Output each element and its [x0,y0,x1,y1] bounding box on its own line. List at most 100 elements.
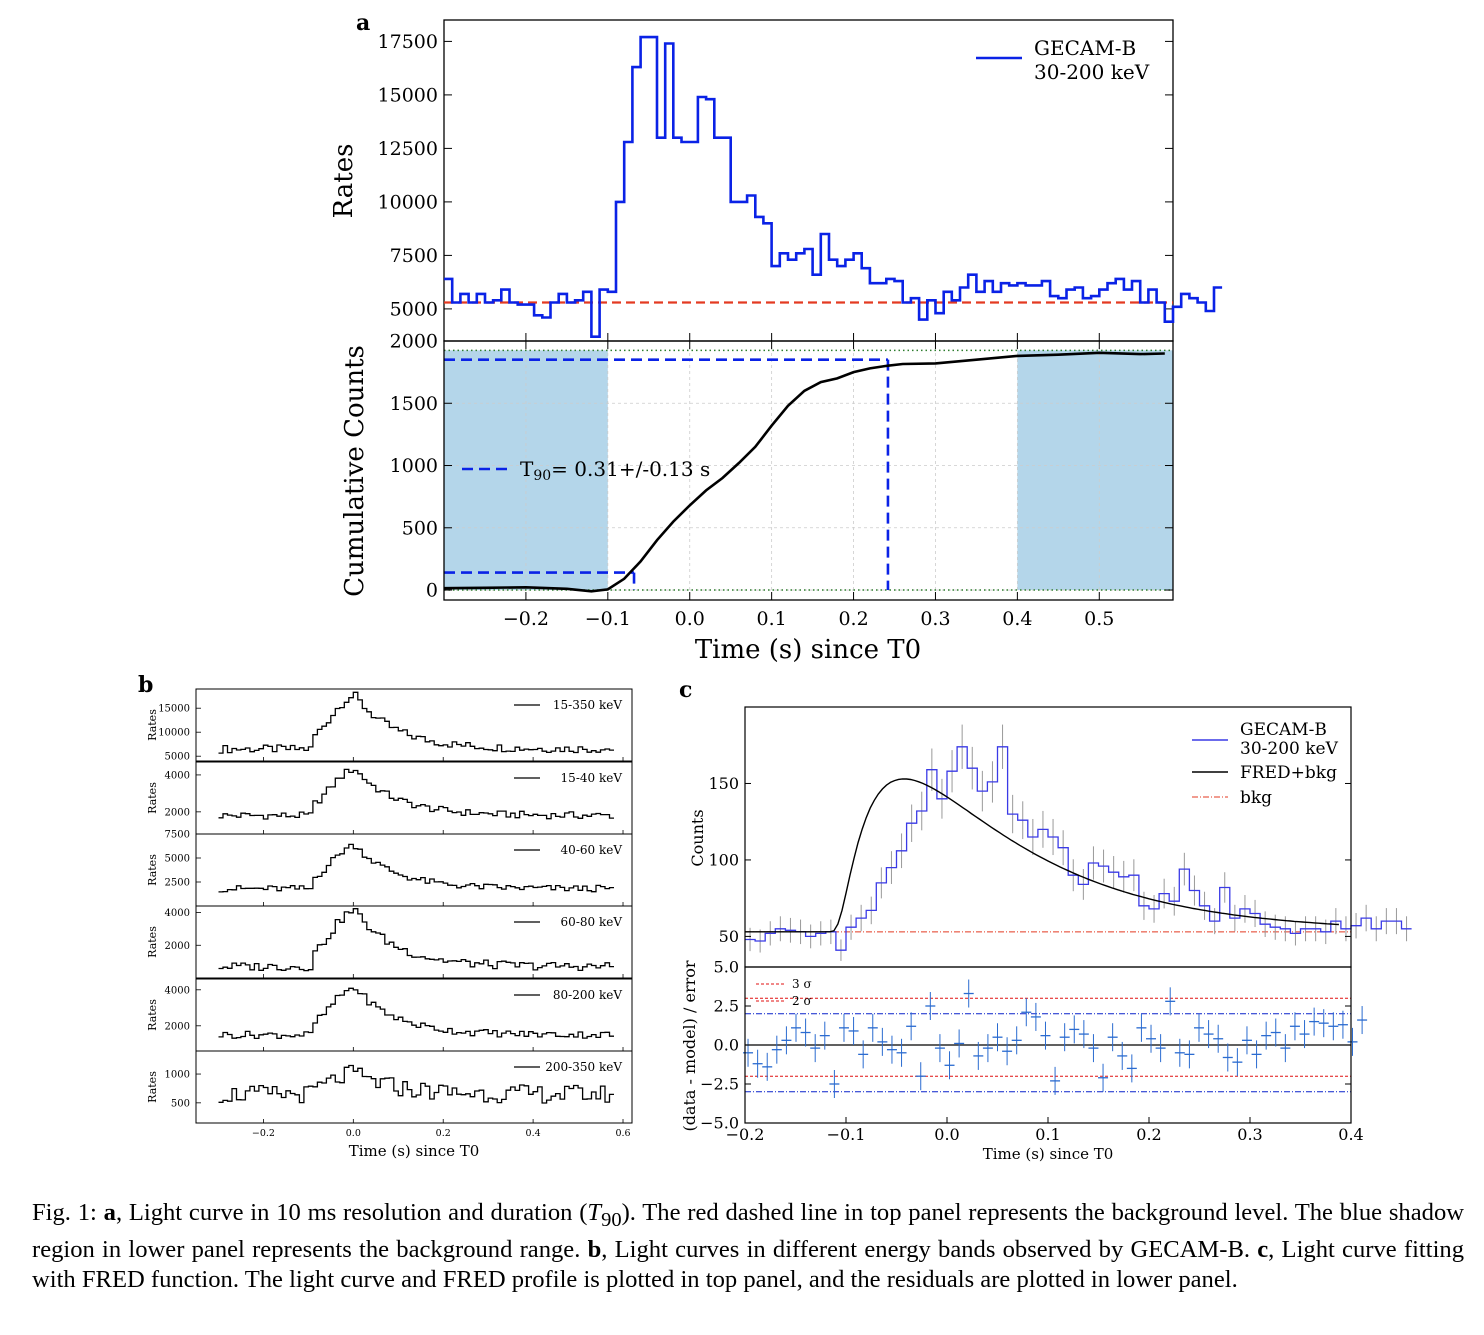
gecam-b-series-step [444,35,1223,338]
a-top-ytick-label: 15000 [378,85,438,107]
sigma-lines [745,997,1351,1093]
band-ytick-label: 2500 [165,878,190,889]
panel-a-xlabel: Time (s) since T0 [695,635,921,665]
panel-label-a: a [356,10,370,36]
band-ytick-label: 4000 [165,985,190,996]
panel-a-bottom-frame [443,340,1174,601]
c-top-ytick-label: 150 [708,774,739,793]
c-bot-ytick-label: −5.0 [700,1114,739,1133]
band-ylabel: Rates [146,999,159,1031]
band-ylabel: Rates [146,926,159,958]
cumulative-counts-curve [443,351,1165,593]
c-top-ytick-label: 100 [708,851,739,870]
panel-c-top-chart: 50 100 150 GECAM-B 30-200 keV FRED+bkg bkg… [688,706,1412,968]
band-ylabel: Rates [146,1071,159,1103]
panel-a-bottom-yticks: 0 500 1000 1500 2000 [390,331,1173,602]
caption-b-label: b [587,1235,602,1263]
caption-c-text: , Light curve fitting with FRED function… [32,1235,1464,1293]
panel-c-bottom-ylabel: (data - model) / error [680,960,699,1131]
figure-caption: Fig. 1: a, Light curve in 10 ms resoluti… [32,1198,1464,1295]
band-ytick-label: 2000 [165,1021,190,1032]
c-bot-xtick-label: 0.2 [1136,1125,1161,1144]
band-ytick-label: 500 [171,1098,190,1109]
band-ytick-label: 2000 [165,807,190,818]
band-frame [195,1050,633,1124]
a-bot-xtick-label: −0.2 [503,608,549,630]
sigma-legend-label-3: 3 σ [792,977,812,991]
a-bot-xtick-label: −0.1 [585,608,631,630]
band-legend-label: 40-60 keV [561,843,623,857]
panel-c-xlabel: Time (s) since T0 [983,1145,1114,1163]
legend-label-gecam-line1: GECAM-B [1034,36,1136,60]
caption-b-text: , Light curves in different energy bands… [601,1235,1258,1263]
a-bot-ytick-label: 1000 [390,455,438,477]
panel-c-bottom-chart: −5.0 −2.5 0.0 2.5 5.0 −0.2 −0.1 0.0 0.1 0.2 0.3 0.… [680,958,1368,1163]
t90-marker-lines [444,358,890,591]
fred-model-curve [745,778,1339,933]
panel-b-chart: 5000 10000 15000 15-350 keV Rates 2000 4000 15-… [146,688,633,1124]
c-bot-xtick-label: 0.4 [1338,1125,1363,1144]
a-bot-ytick-label: 0 [426,580,438,602]
band-step-line [218,768,614,820]
panel-b-xticks: −0.2 0.0 0.2 0.4 0.6 [252,1128,631,1139]
c-bot-xtick-label: 0.3 [1237,1125,1262,1144]
band-step-line [218,691,614,754]
legend-label-bkg: bkg [1240,788,1272,808]
b-xtick-label: 0.6 [615,1128,630,1139]
b-xtick-label: −0.2 [252,1128,275,1139]
background-range-shading [444,350,1173,591]
band-ytick-label: 7500 [165,830,190,841]
a-top-ytick-label: 10000 [378,192,438,214]
a-top-ytick-label: 17500 [378,31,438,53]
panel-c-legend: GECAM-B 30-200 keV FRED+bkg bkg [1192,720,1339,808]
c-bot-xtick-label: −0.2 [726,1125,765,1144]
a-top-ytick-label: 7500 [390,245,438,267]
b-xtick-label: 0.0 [346,1128,361,1139]
band-ytick-label: 5000 [165,854,190,865]
b-xtick-label: 0.2 [436,1128,451,1139]
c-bot-ytick-label: 5.0 [714,958,739,977]
sigma-legend-label-2: 2 σ [792,994,812,1008]
panel-a-bottom-ylabel: Cumulative Counts [340,345,370,597]
band-ytick-label: 10000 [158,728,190,739]
caption-prefix: Fig. 1: [32,1199,104,1226]
legend-label-fred: FRED+bkg [1240,763,1337,783]
legend-label-gecam-line2: 30-200 keV [1034,60,1150,84]
band-legend-label: 80-200 keV [553,988,622,1002]
c-bot-xtick-label: 0.1 [1035,1125,1060,1144]
band-legend-label: 60-80 keV [561,915,623,929]
panel-c-error-bars [749,724,1408,961]
panel-label-c: c [679,677,692,703]
t90-legend-label: T90= 0.31+/-0.13 s [520,457,710,484]
panel-a-top-yticks: 5000 7500 10000 12500 15000 17500 [378,31,1173,341]
band-ylabel: Rates [146,854,159,886]
band-ytick-label: 4000 [165,908,190,919]
c-bot-xtick-label: −0.1 [827,1125,866,1144]
a-bot-ytick-label: 2000 [390,331,438,353]
residual-points [743,979,1368,1098]
band-ylabel: Rates [146,782,159,814]
c-bot-ytick-label: 2.5 [714,997,739,1016]
panel-a-top-legend: GECAM-B 30-200 keV [976,36,1150,84]
caption-a-text: , Light curve in 10 ms resolution and du… [115,1199,588,1226]
band-frame [195,905,633,979]
panel-c-top-ylabel: Counts [688,809,707,866]
c-top-ytick-label: 50 [719,927,739,946]
band-legend-label: 15-350 keV [553,698,622,712]
band-ytick-label: 5000 [165,752,190,763]
b-xtick-label: 0.4 [526,1128,541,1139]
panel-c-top-yticks: 50 100 150 [708,774,1351,946]
a-bot-xtick-label: 0.3 [920,608,950,630]
band-legend-label: 15-40 keV [561,771,623,785]
c-bot-ytick-label: 0.0 [714,1036,739,1055]
background-range [1017,350,1173,591]
sigma-legend: 3 σ 2 σ [756,977,812,1008]
a-bot-xtick-label: 0.2 [838,608,868,630]
panel-b-xlabel: Time (s) since T0 [349,1142,480,1160]
band-step-line [218,843,614,893]
band-step-line [218,987,614,1040]
band-frame [195,688,633,762]
caption-a-text2: ). The red dashed line in top panel repr… [32,1199,1464,1263]
t90-legend: T90= 0.31+/-0.13 s [462,457,710,484]
